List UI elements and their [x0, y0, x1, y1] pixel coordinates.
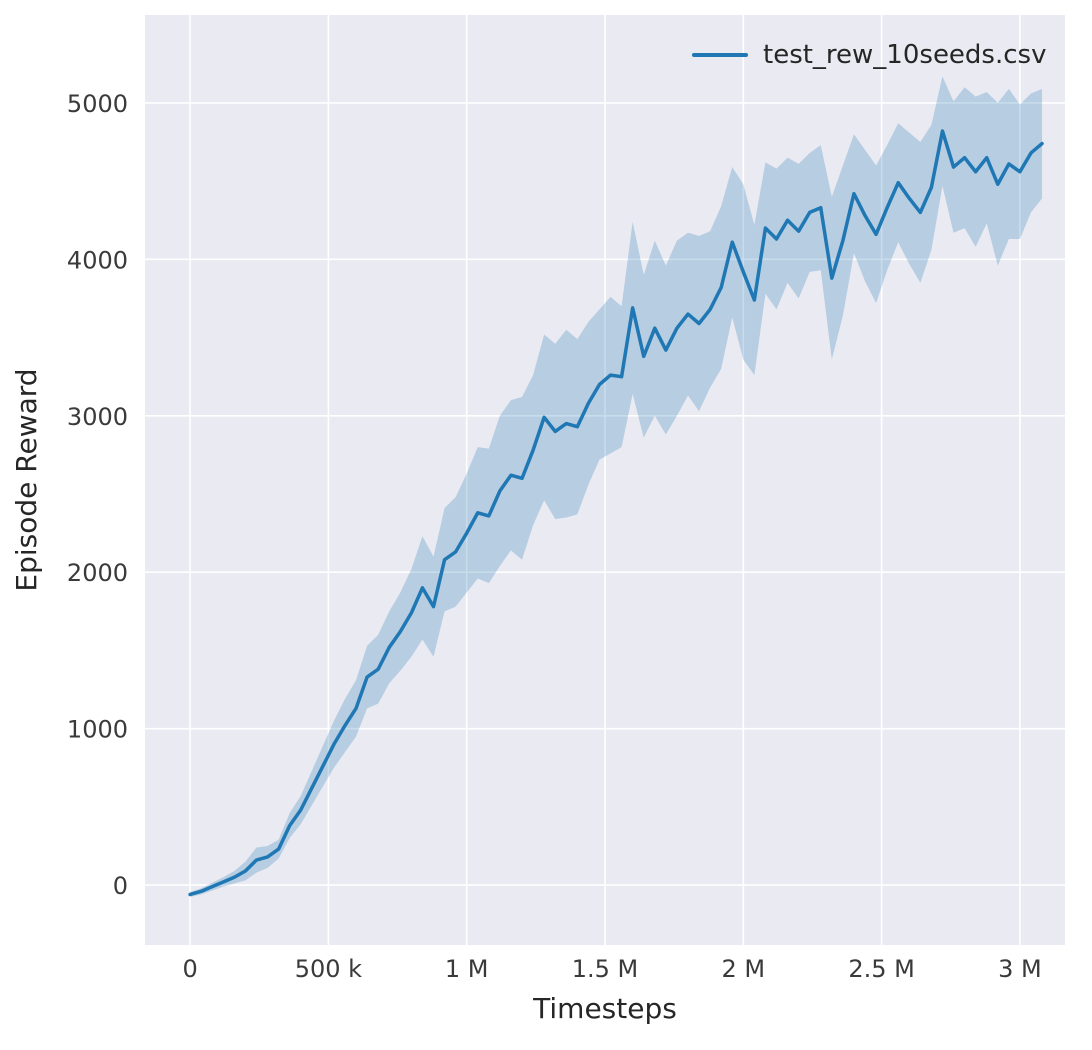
x-tick-label: 500 k	[295, 955, 362, 983]
y-axis-label: Episode Reward	[10, 368, 43, 591]
x-tick-label: 1 M	[445, 955, 489, 983]
x-tick-label: 2.5 M	[848, 955, 915, 983]
y-tick-label: 4000	[67, 246, 128, 274]
confidence-band	[190, 76, 1043, 897]
x-axis-label: Timesteps	[532, 992, 677, 1025]
y-tick-label: 5000	[67, 90, 128, 118]
legend-line-swatch	[692, 53, 748, 57]
x-tick-label: 3 M	[998, 955, 1042, 983]
y-tick-label: 2000	[67, 559, 128, 587]
y-tick-label: 0	[113, 872, 128, 900]
y-tick-label: 3000	[67, 403, 128, 431]
legend-label: test_rew_10seeds.csv	[763, 40, 1047, 70]
x-tick-label: 1.5 M	[572, 955, 639, 983]
legend: test_rew_10seeds.csv	[692, 42, 1046, 68]
x-tick-label: 0	[182, 955, 197, 983]
y-tick-label: 1000	[67, 716, 128, 744]
mean-line	[188, 129, 1044, 897]
x-tick-label: 2 M	[721, 955, 765, 983]
